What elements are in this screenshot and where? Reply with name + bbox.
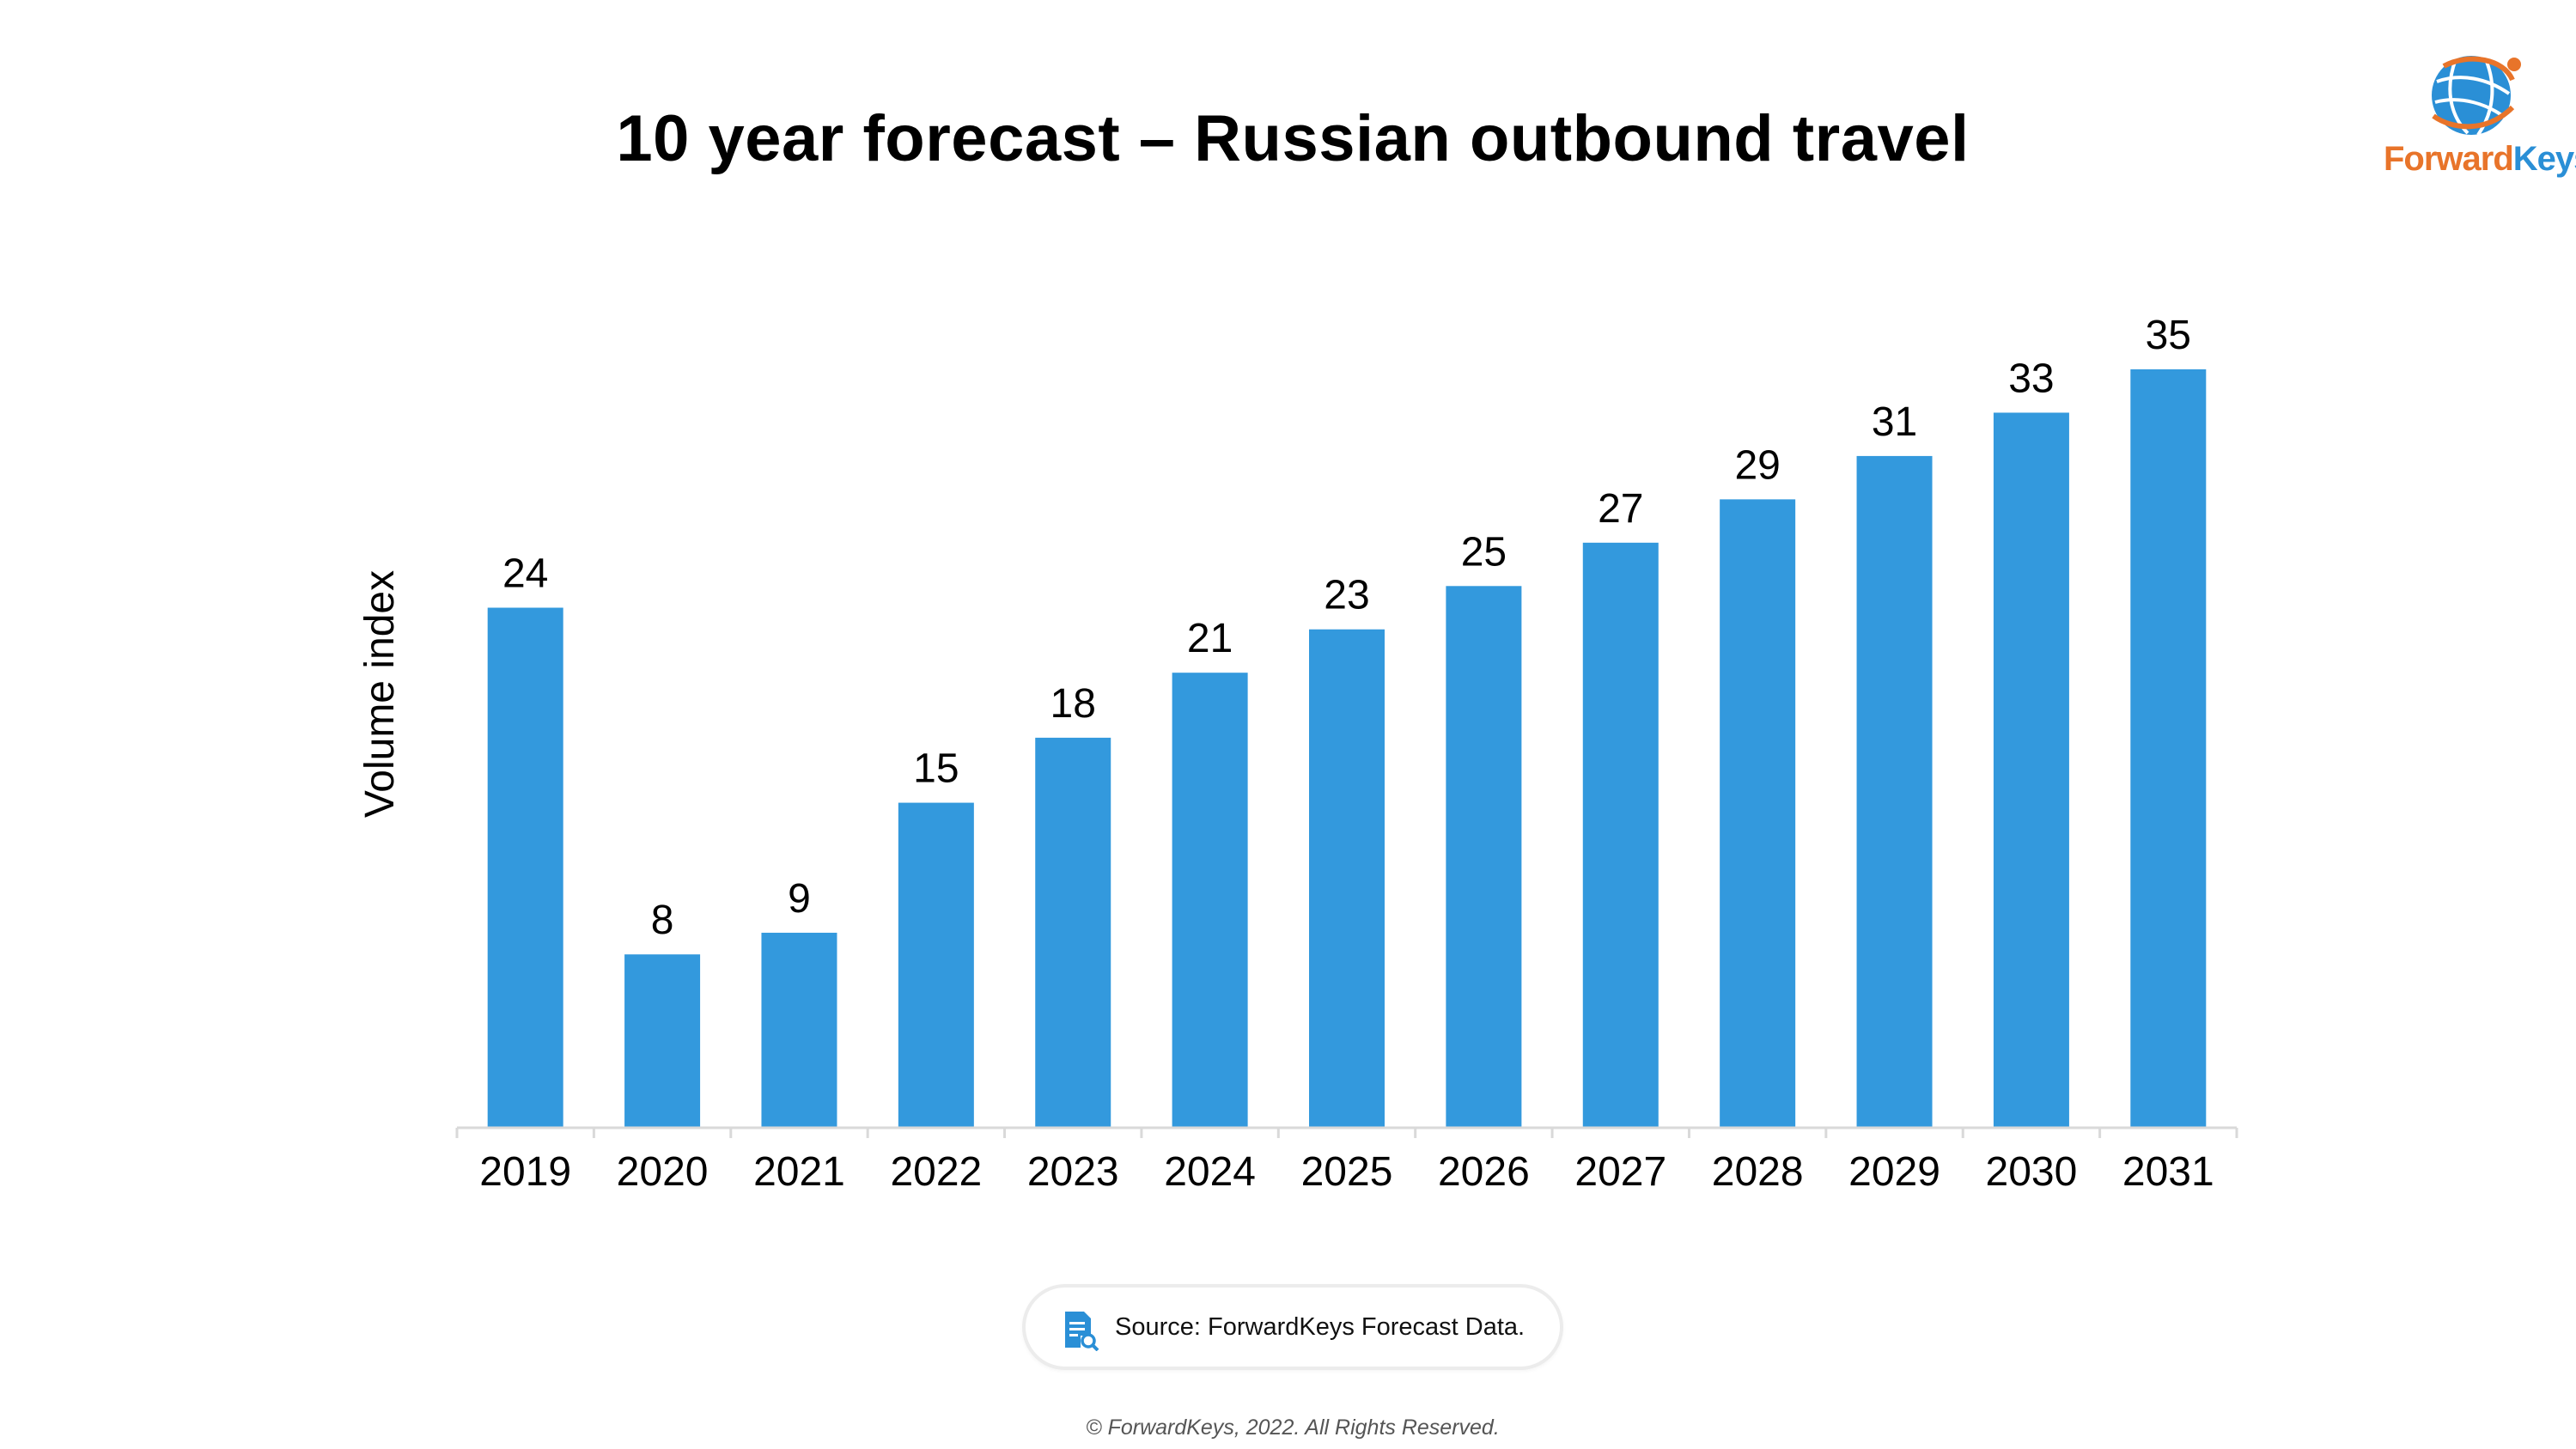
globe-icon: [2432, 56, 2521, 137]
data-label-2020: 8: [651, 898, 674, 943]
source-text: Source: ForwardKeys Forecast Data.: [1115, 1313, 1526, 1341]
data-label-2028: 29: [1734, 442, 1780, 488]
bar-2031: [2130, 369, 2207, 1128]
data-label-2019: 24: [502, 551, 548, 597]
bar-2023: [1035, 737, 1111, 1128]
x-tick-label-2025: 2025: [1301, 1149, 1393, 1195]
x-tick-label-2026: 2026: [1438, 1149, 1530, 1195]
source-note: Source: ForwardKeys Forecast Data.: [1022, 1284, 1563, 1370]
data-label-2023: 18: [1050, 681, 1096, 727]
x-tick-label-2029: 2029: [1848, 1149, 1940, 1195]
bar-2021: [761, 932, 837, 1128]
bar-2027: [1582, 542, 1659, 1128]
bar-2029: [1856, 455, 1933, 1128]
bar-2025: [1309, 629, 1385, 1128]
x-tick-label-2030: 2030: [1986, 1149, 2078, 1195]
logo-wordmark: ForwardKeys: [2384, 140, 2576, 178]
bar-2030: [1993, 412, 2069, 1128]
data-label-2031: 35: [2146, 313, 2191, 358]
data-label-2027: 27: [1598, 486, 1643, 532]
page-title: 10 year forecast – Russian outbound trav…: [616, 102, 1970, 175]
x-tick-label-2031: 2031: [2122, 1149, 2214, 1195]
data-label-2021: 9: [788, 876, 811, 922]
bar-2020: [624, 954, 701, 1128]
bar-2026: [1446, 586, 1522, 1128]
bar-2019: [487, 607, 563, 1128]
bar-2028: [1720, 499, 1796, 1128]
x-tick-label-2023: 2023: [1027, 1149, 1119, 1195]
bar-2022: [898, 802, 974, 1128]
data-label-2026: 25: [1461, 529, 1507, 575]
x-tick-label-2027: 2027: [1574, 1149, 1666, 1195]
forwardkeys-logo: ForwardKeys: [2384, 47, 2576, 185]
data-label-2024: 21: [1187, 616, 1233, 661]
copyright-notice: © ForwardKeys, 2022. All Rights Reserved…: [1086, 1416, 1500, 1440]
x-tick-label-2019: 2019: [479, 1149, 571, 1195]
data-label-2022: 15: [913, 746, 959, 792]
bar-2024: [1172, 673, 1248, 1128]
x-tick-label-2021: 2021: [753, 1149, 845, 1195]
x-tick-label-2028: 2028: [1712, 1149, 1804, 1195]
x-tick-label-2024: 2024: [1164, 1149, 1256, 1195]
y-axis-label: Volume index: [357, 570, 403, 818]
data-label-2030: 33: [2008, 356, 2054, 401]
x-tick-label-2020: 2020: [617, 1149, 709, 1195]
data-label-2029: 31: [1872, 399, 1917, 445]
data-label-2025: 23: [1324, 573, 1369, 618]
document-search-icon: [1065, 1312, 1099, 1351]
x-tick-label-2022: 2022: [890, 1149, 982, 1195]
